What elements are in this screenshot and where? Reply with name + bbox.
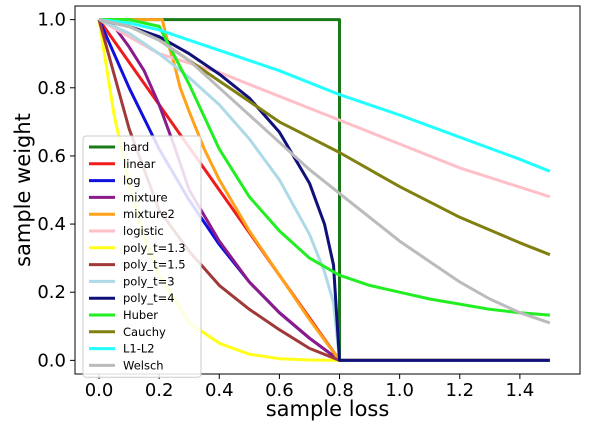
legend-label: Welsch (123, 358, 164, 372)
y-tick-label: 0.4 (37, 214, 66, 235)
legend-label: linear (123, 157, 156, 171)
y-tick-label: 0.2 (37, 282, 66, 303)
plot-frame (74, 5, 581, 375)
legend-label: mixture (123, 190, 168, 204)
x-tick-label: 0.2 (145, 380, 174, 401)
legend-label: poly_t=3 (123, 274, 175, 288)
legend-label: L1-L2 (123, 342, 155, 356)
legend-label: poly_t=1.5 (123, 258, 186, 272)
legend-label: poly_t=1.3 (123, 241, 186, 255)
x-axis-label: sample loss (266, 397, 390, 421)
legend-label: Cauchy (123, 325, 166, 339)
legend: hard linear log mixture mixture2 logistic poly… (82, 135, 202, 378)
ticks-layer: 0.0 0.2 0.4 0.6 0.8 1.0 1.2 1.4 0.0 0.2 0.4 0.6 0.8 1… (37, 10, 534, 401)
y-tick-label: 0.0 (37, 350, 66, 371)
legend-label: hard (123, 140, 149, 154)
legend-label: mixture2 (123, 207, 175, 221)
x-tick-label: 1.0 (385, 380, 414, 401)
x-tick-label: 1.4 (506, 380, 535, 401)
series-line-12 (98, 18, 551, 173)
series-line-8 (98, 18, 550, 362)
x-tick-label: 1.2 (445, 380, 474, 401)
series-line-10 (99, 18, 551, 317)
x-tick-label: 0.4 (205, 380, 234, 401)
series-line-9 (98, 18, 550, 362)
legend-label: log (123, 174, 141, 188)
y-tick-label: 1.0 (37, 10, 66, 31)
x-tick-label: 0.6 (265, 380, 294, 401)
x-tick-label: 0.8 (325, 380, 354, 401)
x-tick-label: 0.0 (85, 380, 114, 401)
y-axis-label: sample weight (11, 113, 35, 267)
legend-label: Huber (123, 308, 158, 322)
y-tick-label: 0.6 (37, 146, 66, 167)
series-line-5 (98, 18, 551, 199)
y-tick-label: 0.8 (37, 78, 66, 99)
series-line-13 (98, 18, 551, 325)
legend-label: logistic (123, 224, 164, 238)
legend-label: poly_t=4 (123, 291, 175, 305)
